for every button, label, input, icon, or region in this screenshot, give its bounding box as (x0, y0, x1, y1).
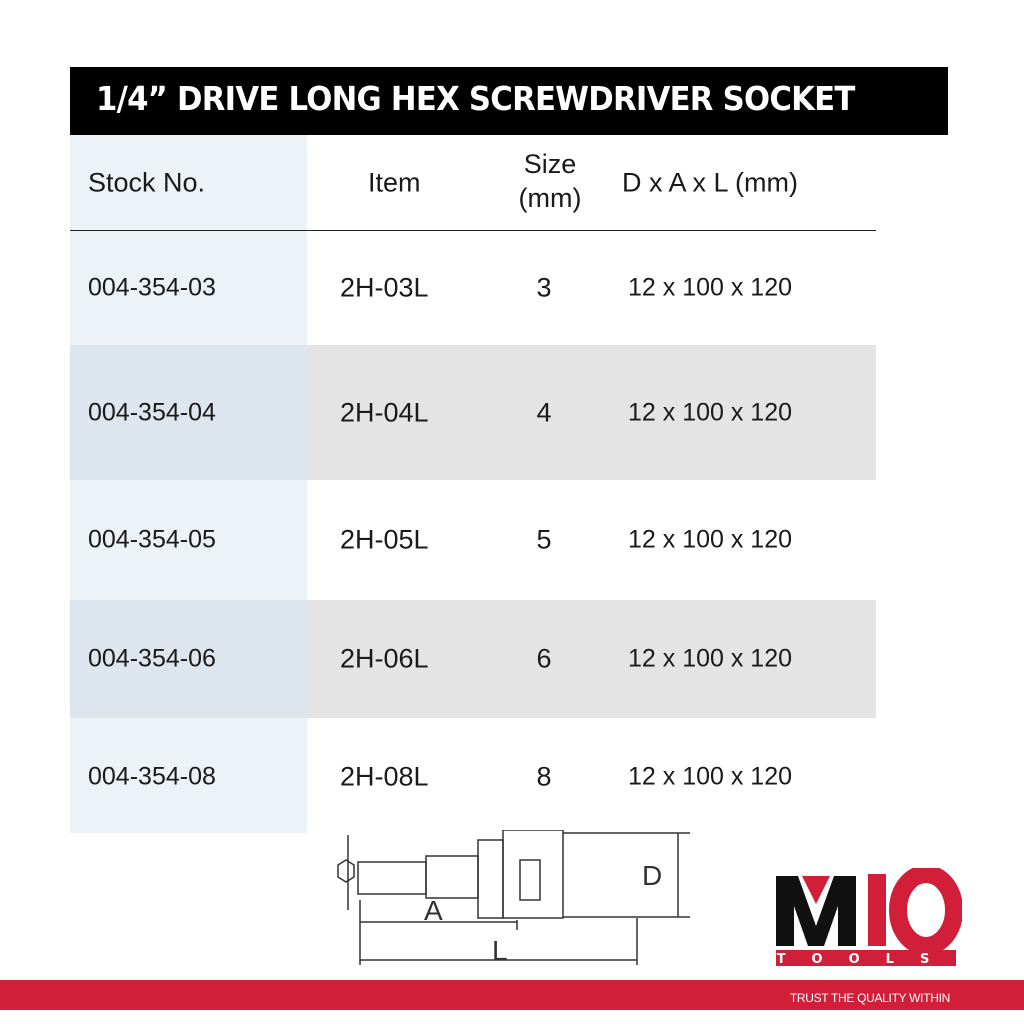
label-d: D (642, 860, 662, 891)
cell-size-value: 5 (536, 524, 552, 555)
title-bar: 1/4” DRIVE LONG HEX SCREWDRIVER SOCKET (70, 67, 948, 135)
cell-dim: 12 x 100 x 120 (628, 762, 793, 791)
table-row: 004-354-03 2H-03L 3 12 x 100 x 120 (70, 231, 876, 345)
table-row: 004-354-06 2H-06L 6 12 x 100 x 120 (70, 600, 876, 718)
table-row: 004-354-04 2H-04L 4 12 x 100 x 120 (70, 345, 876, 480)
cell-item: 2H-06L (340, 643, 429, 674)
slogan: TRUST THE QUALITY WITHIN (789, 991, 950, 1005)
cell-size-value: 6 (536, 643, 552, 674)
label-a: A (424, 895, 443, 926)
socket-dimension-diagram: A L D (337, 830, 690, 966)
brand-band: TRUST THE QUALITY WITHIN (0, 980, 1024, 1010)
header-size: Size (mm) (500, 147, 600, 215)
cell-item: 2H-08L (340, 761, 429, 792)
cell-stock: 004-354-08 (88, 762, 216, 791)
header-item: Item (368, 167, 421, 197)
cell-item: 2H-03L (340, 272, 429, 303)
svg-text:TOOLS: TOOLS (777, 952, 956, 967)
m10-tools-logo: TOOLS (776, 865, 963, 968)
table-row: 004-354-05 2H-05L 5 12 x 100 x 120 (70, 480, 876, 600)
header-size-line2: (mm) (518, 183, 582, 213)
cell-size-value: 4 (536, 397, 552, 427)
cell-dim: 12 x 100 x 120 (628, 273, 793, 302)
cell-size-value: 3 (536, 272, 552, 303)
cell-dim: 12 x 100 x 120 (628, 398, 793, 426)
page-title: 1/4” DRIVE LONG HEX SCREWDRIVER SOCKET (96, 79, 855, 118)
label-l: L (492, 935, 508, 966)
table-row: 004-354-08 2H-08L 8 12 x 100 x 120 (70, 718, 876, 836)
header-stock: Stock No. (88, 167, 206, 197)
cell-stock: 004-354-05 (88, 525, 216, 554)
table-header: Stock No. Item Size (mm) D x A x L (mm) (70, 135, 876, 231)
cell-stock: 004-354-06 (88, 644, 216, 673)
cell-dim: 12 x 100 x 120 (628, 525, 793, 554)
header-dim: D x A x L (mm) (622, 167, 799, 197)
cell-item: 2H-04L (340, 397, 429, 427)
header-size-line1: Size (523, 149, 577, 179)
cell-stock: 004-354-04 (88, 398, 216, 426)
cell-size-value: 8 (536, 761, 552, 792)
cell-dim: 12 x 100 x 120 (628, 644, 793, 673)
cell-item: 2H-05L (340, 524, 429, 555)
cell-stock: 004-354-03 (88, 273, 216, 302)
